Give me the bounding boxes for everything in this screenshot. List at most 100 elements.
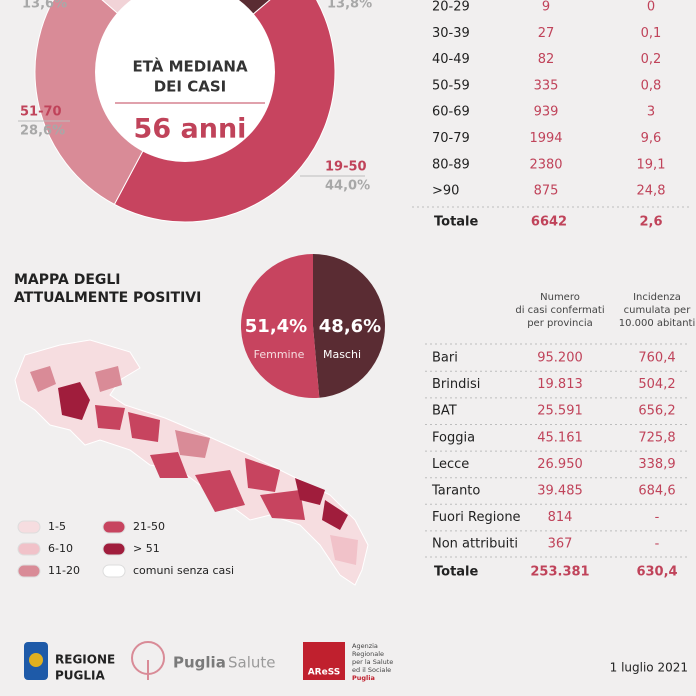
cases: 25.591: [537, 404, 583, 419]
cases: 27: [538, 26, 555, 41]
legend-swatch: [17, 542, 41, 556]
map-legend: 1-5 6-10 11-20 21-50 > 51 comuni senza casi: [17, 520, 234, 578]
age-range: 30-39: [432, 26, 470, 41]
municipality: [128, 412, 160, 442]
cases: 39.485: [537, 484, 583, 499]
incidence: 725,8: [638, 430, 675, 445]
municipality: [30, 366, 56, 392]
age-range: 50-59: [432, 78, 470, 93]
map-title: MAPPA DEGLI: [14, 272, 121, 288]
legend-label: 21-50: [133, 520, 165, 533]
municipality: [95, 366, 122, 392]
legend-swatch: [17, 564, 41, 578]
segment-label: 51-70: [20, 105, 62, 120]
donut-hole: [95, 0, 275, 162]
segment-value: 44,0%: [325, 179, 370, 194]
puglia-salute-name: Salute: [228, 654, 276, 672]
province: Taranto: [431, 484, 480, 499]
pie-label: Femmine: [254, 348, 305, 361]
donut-title: ETÀ MEDIANA: [132, 57, 248, 76]
aress-name-line: Agenzia: [352, 642, 378, 650]
segment-value: 13,6%: [22, 0, 67, 12]
province: BAT: [432, 404, 457, 419]
province: Non attribuiti: [432, 537, 518, 552]
province: Lecce: [432, 457, 469, 472]
rate: 3: [647, 105, 655, 120]
cases: 19.813: [537, 377, 583, 392]
rate: 0,2: [641, 52, 662, 67]
municipality: [95, 405, 125, 430]
incidence: 338,9: [638, 457, 675, 472]
pie-value: 48,6%: [319, 316, 381, 337]
cases: 814: [548, 510, 573, 525]
municipality: [322, 500, 348, 530]
median-age: 56 anni: [134, 114, 247, 145]
legend-swatch: [102, 542, 126, 556]
age-range: 40-49: [432, 52, 470, 67]
age-range: 60-69: [432, 105, 470, 120]
puglia-salute-name: Puglia: [173, 654, 226, 672]
date: 1 luglio 2021: [610, 661, 688, 675]
municipality: [175, 430, 210, 458]
total-cases: 6642: [531, 215, 567, 230]
municipality: [330, 535, 358, 565]
aress-logo: [303, 642, 345, 680]
total-incidence: 630,4: [636, 565, 677, 580]
legend-swatch: [102, 520, 126, 534]
incidence: -: [655, 537, 660, 552]
rate: 0,8: [641, 78, 662, 93]
total-label: Totale: [434, 215, 479, 230]
pie-value: 51,4%: [245, 316, 307, 337]
rate: 0,1: [641, 26, 662, 41]
legend-label: 11-20: [48, 564, 80, 577]
cases: 82: [538, 52, 555, 67]
age-table: 20-29 9 0 30-39 27 0,1 40-49 82 0,2 50-59 335 0,8 60…: [432, 0, 665, 230]
aress-name-line: per la Salute: [352, 658, 393, 666]
province: Bari: [432, 351, 458, 366]
regione-logo: [29, 653, 43, 667]
incidence: 760,4: [638, 351, 675, 366]
total-rate: 2,6: [639, 215, 662, 230]
province: Foggia: [432, 430, 475, 445]
pie-slice: [313, 254, 385, 398]
cases: 2380: [529, 157, 562, 172]
incidence: 504,2: [638, 377, 675, 392]
legend-label: > 51: [133, 542, 160, 555]
map-title: ATTUALMENTE POSITIVI: [14, 290, 201, 306]
municipality: [58, 382, 90, 420]
cases: 367: [548, 537, 573, 552]
municipality: [245, 458, 280, 492]
cases: 939: [534, 105, 559, 120]
column-header: per provincia: [527, 318, 593, 329]
column-header: 10.000 abitanti: [619, 318, 696, 329]
cases: 26.950: [537, 457, 583, 472]
municipality: [260, 490, 305, 520]
rate: 24,8: [637, 184, 666, 199]
cases: 45.161: [537, 430, 583, 445]
donut-slice: [234, 0, 271, 16]
pie-label: Maschi: [323, 348, 361, 361]
age-range: 70-79: [432, 131, 470, 146]
regione-name: REGIONE: [55, 653, 115, 667]
incidence: 656,2: [638, 404, 675, 419]
segment-label: 19-50: [325, 160, 367, 175]
incidence: 684,6: [638, 484, 675, 499]
column-header: Numero: [540, 292, 580, 303]
column-header: cumulata per: [624, 305, 692, 316]
municipality: [195, 470, 245, 512]
footer: REGIONE PUGLIA Puglia Salute AReSS Agenz…: [24, 641, 688, 683]
incidence: -: [655, 510, 660, 525]
cases: 335: [534, 78, 559, 93]
municipality: [295, 478, 325, 505]
segment-value: 28,6%: [20, 124, 65, 139]
donut-title: DEI CASI: [154, 78, 227, 96]
province-table: Numero di casi confermati per provincia Inc…: [425, 292, 695, 580]
regione-name: PUGLIA: [55, 669, 106, 683]
age-range: 20-29: [432, 0, 470, 15]
legend-swatch: [17, 520, 41, 534]
aress-name-line: Puglia: [352, 674, 375, 682]
cases: 9: [542, 0, 550, 15]
age-donut: 13,8% 19-50 44,0% 51-70 28,6% 13,6%: [18, 0, 372, 223]
